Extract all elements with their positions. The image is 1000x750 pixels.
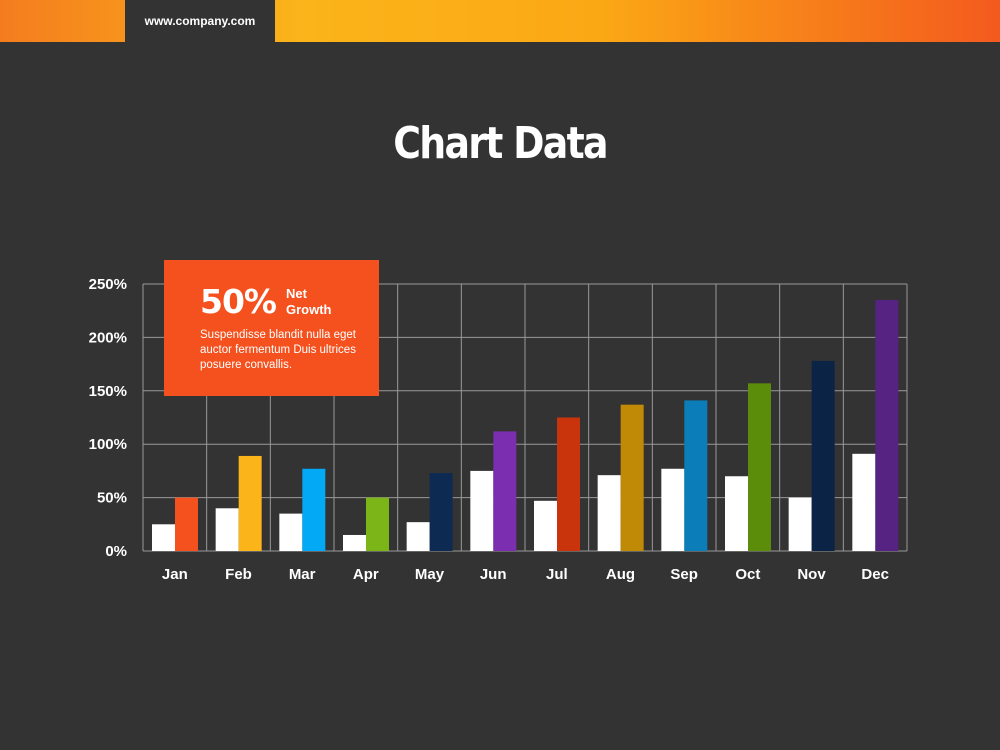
y-tick-label: 250% bbox=[89, 276, 127, 293]
bar-series-2 bbox=[620, 404, 644, 551]
bar-series-2 bbox=[175, 497, 198, 551]
bar-series-1 bbox=[852, 453, 876, 551]
bar-series-1 bbox=[279, 513, 303, 551]
bar-series-2 bbox=[493, 431, 517, 551]
bar-series-1 bbox=[215, 508, 239, 551]
x-tick-label: Nov bbox=[797, 566, 826, 583]
bar-series-1 bbox=[470, 470, 494, 551]
website-url[interactable]: www.company.com bbox=[125, 0, 275, 42]
y-tick-label: 50% bbox=[97, 490, 127, 507]
x-tick-label: Aug bbox=[606, 566, 635, 583]
bar-series-2 bbox=[684, 400, 708, 551]
bar-series-2 bbox=[748, 383, 771, 551]
y-tick-label: 200% bbox=[89, 329, 127, 346]
bar-series-2 bbox=[811, 360, 835, 551]
y-tick-label: 150% bbox=[89, 383, 127, 400]
x-tick-label: Oct bbox=[735, 566, 760, 583]
bar-series-1 bbox=[343, 534, 366, 551]
callout-value: 50% bbox=[200, 282, 277, 321]
bar-series-2 bbox=[238, 455, 262, 551]
x-tick-label: Apr bbox=[353, 566, 379, 583]
x-tick-label: May bbox=[415, 566, 445, 583]
bar-series-1 bbox=[788, 497, 812, 551]
x-tick-label: Jan bbox=[162, 566, 188, 583]
y-tick-label: 0% bbox=[105, 543, 127, 560]
x-tick-label: Dec bbox=[861, 566, 889, 583]
callout-label: Net Growth bbox=[286, 286, 332, 317]
x-tick-label: Jul bbox=[546, 566, 568, 583]
bar-series-1 bbox=[661, 468, 685, 551]
bar-series-1 bbox=[725, 476, 748, 551]
x-tick-label: Sep bbox=[670, 566, 698, 583]
y-tick-label: 100% bbox=[89, 436, 127, 453]
x-tick-label: Feb bbox=[225, 566, 252, 583]
bar-series-2 bbox=[429, 473, 453, 551]
bar-series-1 bbox=[534, 500, 557, 551]
bar-series-2 bbox=[302, 468, 326, 551]
bar-series-1 bbox=[597, 475, 621, 551]
x-tick-label: Jun bbox=[480, 566, 507, 583]
bar-series-2 bbox=[875, 300, 899, 551]
bar-series-1 bbox=[406, 522, 430, 551]
bar-series-1 bbox=[152, 524, 175, 551]
page-title: Chart Data bbox=[393, 118, 608, 169]
bar-series-2 bbox=[557, 417, 580, 551]
x-tick-label: Mar bbox=[289, 566, 316, 583]
callout-body: Suspendisse blandit nulla eget auctor fe… bbox=[200, 329, 357, 371]
net-growth-callout: 50% Net Growth Suspendisse blandit nulla… bbox=[164, 260, 379, 396]
bar-series-2 bbox=[366, 497, 389, 551]
